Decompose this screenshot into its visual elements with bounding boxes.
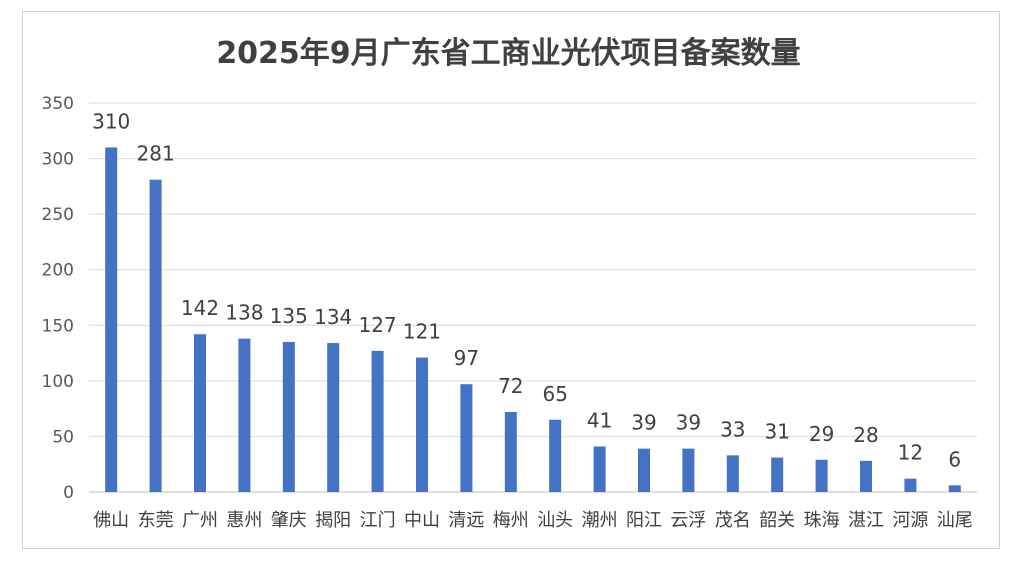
- bar-11: [593, 446, 606, 492]
- category-label: 河源: [892, 510, 928, 531]
- bar-13: [682, 448, 695, 492]
- category-label: 韶关: [759, 510, 795, 531]
- category-label: 茂名: [715, 510, 751, 531]
- data-label: 135: [270, 304, 308, 328]
- category-label: 佛山: [93, 510, 129, 531]
- data-label: 29: [809, 422, 834, 446]
- bar-0: [105, 147, 118, 492]
- bar-7: [416, 357, 428, 492]
- data-label: 33: [720, 417, 745, 441]
- bars: [105, 147, 961, 492]
- data-label: 41: [587, 408, 612, 432]
- category-label: 珠海: [804, 510, 840, 531]
- data-label: 121: [403, 320, 441, 344]
- y-tick-label: 250: [42, 205, 74, 225]
- category-label: 江门: [360, 510, 396, 531]
- bar-4: [282, 341, 295, 492]
- bar-19: [948, 485, 961, 492]
- category-label: 揭阳: [315, 510, 351, 531]
- bar-14: [726, 455, 739, 492]
- y-tick-label: 100: [42, 372, 74, 392]
- bar-12: [638, 448, 650, 492]
- category-label: 东莞: [138, 510, 174, 531]
- category-label: 潮州: [582, 510, 618, 531]
- data-label: 134: [314, 305, 352, 329]
- category-label: 惠州: [226, 510, 262, 531]
- category-labels: 佛山 东莞 广州 惠州 肇庆 揭阳 江门 中山 清远 梅州 汕头 潮州 阳江 云浮 茂名 韶关 珠海 湛江 河源 汕尾: [93, 510, 973, 531]
- bar-6: [371, 350, 384, 492]
- data-label: 281: [137, 142, 175, 166]
- data-label: 65: [542, 382, 567, 406]
- y-tick-label: 0: [63, 483, 74, 503]
- data-label: 6: [948, 447, 961, 471]
- data-label: 97: [454, 346, 479, 370]
- y-axis-ticks: 0 50 100 150 200 250 300 350: [42, 94, 74, 503]
- data-label: 127: [359, 313, 397, 337]
- category-label: 湛江: [848, 510, 884, 531]
- category-label: 广州: [182, 510, 218, 531]
- data-label: 28: [853, 423, 878, 447]
- bar-2: [194, 334, 206, 492]
- category-label: 云浮: [670, 510, 706, 531]
- data-label: 138: [225, 301, 263, 325]
- y-tick-label: 50: [52, 427, 74, 447]
- bar-15: [771, 457, 784, 492]
- bar-18: [904, 478, 917, 492]
- category-label: 汕头: [537, 510, 573, 531]
- data-label: 31: [764, 420, 789, 444]
- y-tick-label: 300: [42, 150, 74, 170]
- y-tick-label: 150: [42, 316, 74, 336]
- category-label: 清远: [448, 510, 484, 531]
- bar-8: [460, 384, 473, 492]
- y-tick-label: 350: [42, 94, 74, 114]
- data-label: 39: [631, 411, 656, 435]
- data-label: 142: [181, 296, 219, 320]
- bar-3: [238, 338, 251, 492]
- bar-5: [327, 343, 340, 492]
- category-label: 梅州: [493, 510, 529, 531]
- bar-16: [815, 459, 828, 492]
- category-label: 中山: [404, 510, 440, 531]
- data-label: 310: [92, 109, 130, 133]
- gridlines: [89, 102, 977, 493]
- bar-10: [549, 419, 562, 492]
- category-label: 汕尾: [937, 510, 973, 531]
- data-label: 39: [676, 411, 701, 435]
- chart-title: 2025年9月广东省工商业光伏项目备案数量: [216, 36, 801, 71]
- bar-9: [504, 411, 517, 492]
- y-tick-label: 200: [42, 261, 74, 281]
- category-label: 阳江: [626, 510, 662, 531]
- bar-1: [149, 179, 162, 492]
- category-label: 肇庆: [271, 510, 307, 531]
- bar-17: [860, 460, 872, 492]
- data-label: 12: [898, 441, 923, 465]
- data-labels: 310 281 142 138 135 134 127 121 97 72 65 41 39 39 33 31…: [92, 109, 961, 471]
- data-label: 72: [498, 374, 523, 398]
